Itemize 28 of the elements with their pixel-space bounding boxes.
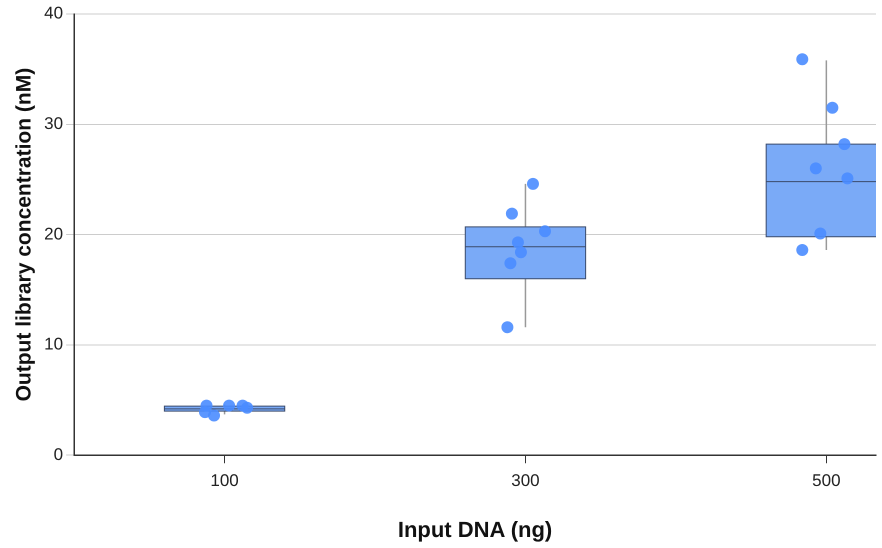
point (223, 400, 236, 412)
point (826, 102, 838, 114)
y-tick-label: 20 (44, 224, 64, 244)
point (841, 172, 854, 184)
point (796, 244, 808, 256)
point (526, 178, 539, 190)
point (504, 257, 516, 270)
point (241, 402, 254, 414)
x-tick-label: 100 (210, 471, 239, 490)
point (208, 409, 220, 422)
x-tick-label: 300 (511, 471, 540, 490)
y-axis-title: Output library concentration (nM) (12, 68, 36, 402)
point (838, 138, 850, 150)
point (810, 162, 822, 174)
y-tick-label: 0 (54, 444, 64, 464)
point (512, 236, 524, 248)
point (199, 406, 211, 418)
point (514, 246, 527, 258)
y-tick-label: 40 (44, 4, 64, 23)
point (814, 227, 826, 240)
point (539, 225, 552, 238)
y-tick-label: 30 (44, 114, 64, 133)
point (506, 208, 518, 220)
x-tick-label: 500 (812, 471, 841, 490)
point (796, 53, 808, 66)
y-tick-label: 10 (44, 334, 64, 354)
point (501, 321, 514, 334)
x-axis-title: Input DNA (ng) (398, 516, 552, 542)
